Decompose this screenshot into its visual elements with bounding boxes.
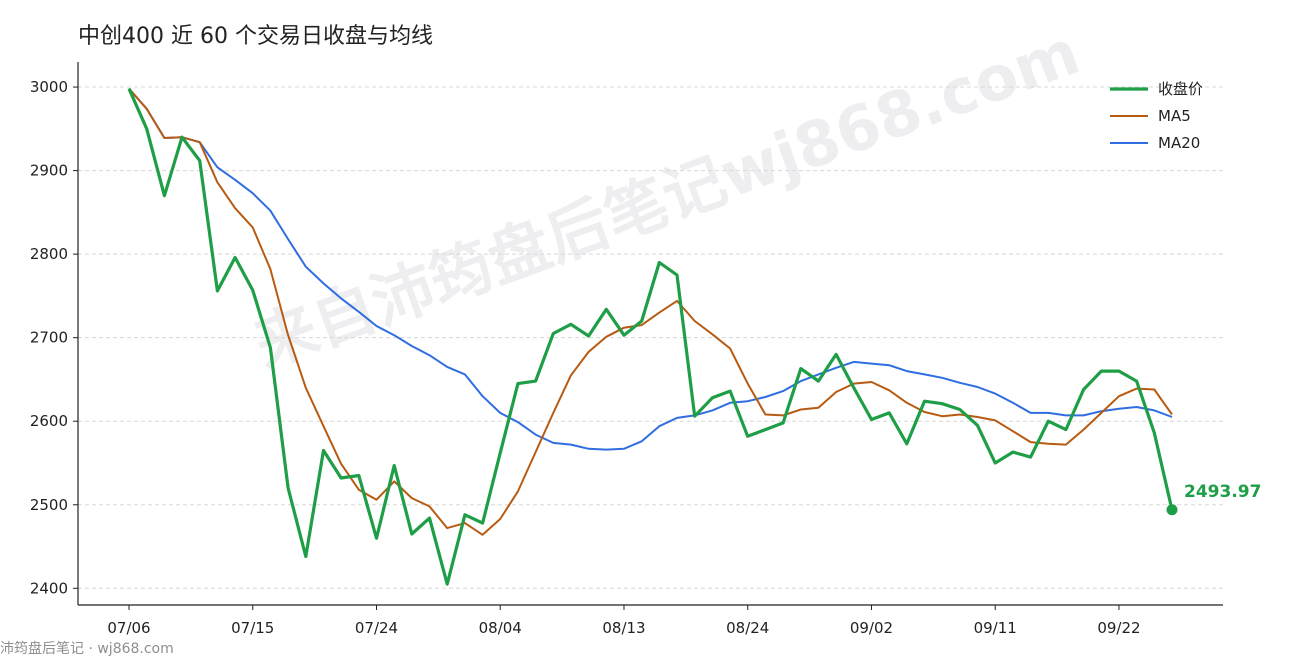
x-tick-label: 07/15 — [231, 619, 274, 637]
chart-title: 中创400 近 60 个交易日收盘与均线 — [78, 24, 433, 49]
y-tick-label: 2600 — [30, 412, 68, 430]
last-close-marker — [1166, 504, 1178, 516]
legend: 收盘价 MA5 MA20 — [1110, 80, 1203, 152]
y-tick-label: 3000 — [30, 78, 68, 96]
y-tick-label: 2900 — [30, 162, 68, 180]
x-tick-label: 09/02 — [850, 619, 893, 637]
last-close-label: 2493.97 — [1184, 482, 1261, 502]
series-line-MA5 — [128, 88, 1173, 536]
x-tick-label: 08/13 — [602, 619, 645, 637]
legend-label: 收盘价 — [1158, 80, 1203, 98]
x-tick-label: 09/11 — [974, 619, 1017, 637]
x-tick-label: 08/04 — [479, 619, 522, 637]
x-tick-label: 07/24 — [355, 619, 398, 637]
axes: 2400 2500 2600 2700 2800 2900 3000 07/06 07/15 07… — [30, 62, 1223, 637]
series-line-MA20 — [128, 88, 1173, 451]
x-tick-label: 08/24 — [726, 619, 769, 637]
series-lines: 2493.97 — [127, 88, 1261, 586]
y-tick-label: 2800 — [30, 245, 68, 263]
y-tick-label: 2400 — [30, 579, 68, 597]
y-tick-label: 2500 — [30, 496, 68, 514]
x-tick-label: 07/06 — [107, 619, 150, 637]
gridlines — [78, 86, 1223, 589]
footer-credit: 沛筠盘后笔记 · wj868.com — [0, 641, 174, 657]
legend-label: MA5 — [1158, 107, 1191, 125]
legend-label: MA20 — [1158, 134, 1200, 152]
y-tick-label: 2700 — [30, 329, 68, 347]
series-line-收盘价 — [127, 88, 1174, 586]
x-tick-label: 09/22 — [1097, 619, 1140, 637]
